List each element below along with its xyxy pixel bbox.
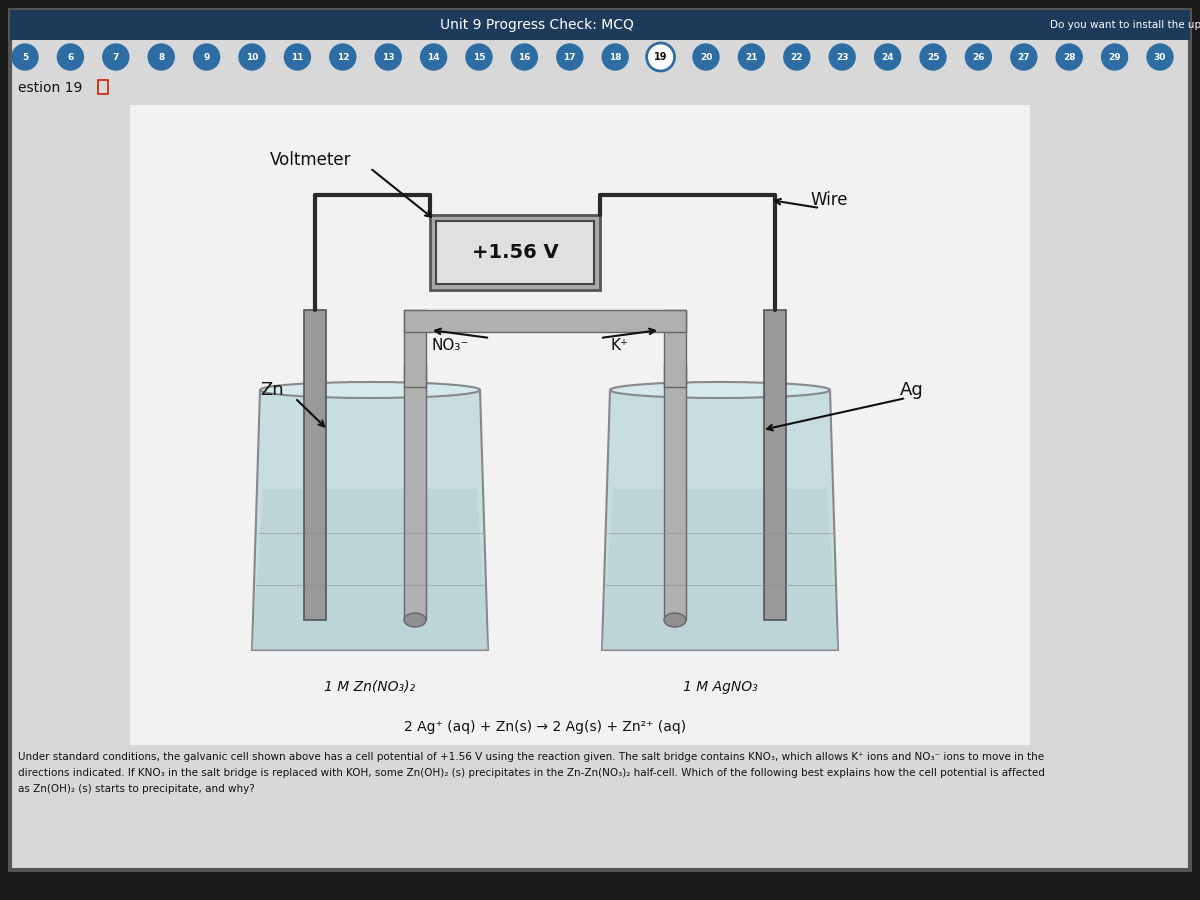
- Ellipse shape: [404, 613, 426, 627]
- Text: NO₃⁻: NO₃⁻: [431, 338, 469, 353]
- Ellipse shape: [260, 382, 480, 398]
- Polygon shape: [252, 390, 488, 650]
- Bar: [664, 365, 686, 620]
- Text: 12: 12: [336, 52, 349, 61]
- Text: 30: 30: [1154, 52, 1166, 61]
- Circle shape: [647, 43, 674, 71]
- Circle shape: [965, 44, 991, 70]
- Ellipse shape: [664, 613, 686, 627]
- Circle shape: [330, 44, 356, 70]
- Circle shape: [1056, 44, 1082, 70]
- Circle shape: [284, 44, 311, 70]
- Circle shape: [239, 44, 265, 70]
- Text: Voltmeter: Voltmeter: [270, 151, 352, 169]
- Circle shape: [1147, 44, 1174, 70]
- Text: 2 Ag⁺ (aq) + Zn(s) → 2 Ag(s) + Zn²⁺ (aq): 2 Ag⁺ (aq) + Zn(s) → 2 Ag(s) + Zn²⁺ (aq): [404, 720, 686, 734]
- Circle shape: [920, 44, 946, 70]
- Bar: [404, 310, 686, 332]
- Text: +1.56 V: +1.56 V: [472, 243, 558, 262]
- Text: Unit 9 Progress Check: MCQ: Unit 9 Progress Check: MCQ: [440, 18, 634, 32]
- Circle shape: [1010, 44, 1037, 70]
- Bar: [664, 310, 686, 387]
- Text: 20: 20: [700, 52, 712, 61]
- Text: 18: 18: [608, 52, 622, 61]
- Bar: [304, 310, 326, 620]
- Text: Wire: Wire: [810, 191, 847, 209]
- Bar: [436, 221, 594, 284]
- Text: 27: 27: [1018, 52, 1030, 61]
- Circle shape: [557, 44, 583, 70]
- Text: 1 M AgNO₃: 1 M AgNO₃: [683, 680, 757, 694]
- Text: 7: 7: [113, 52, 119, 61]
- Circle shape: [784, 44, 810, 70]
- Bar: [130, 105, 1030, 745]
- Text: estion 19: estion 19: [18, 81, 83, 95]
- Text: 26: 26: [972, 52, 985, 61]
- Bar: [430, 215, 600, 290]
- Text: 10: 10: [246, 52, 258, 61]
- Text: Ag: Ag: [900, 381, 924, 399]
- Text: 28: 28: [1063, 52, 1075, 61]
- Bar: [764, 310, 786, 620]
- Circle shape: [376, 44, 401, 70]
- Circle shape: [12, 44, 38, 70]
- Text: 24: 24: [881, 52, 894, 61]
- Circle shape: [149, 44, 174, 70]
- Text: 15: 15: [473, 52, 485, 61]
- Circle shape: [694, 44, 719, 70]
- Text: as Zn(OH)₂ (s) starts to precipitate, and why?: as Zn(OH)₂ (s) starts to precipitate, an…: [18, 784, 254, 794]
- Bar: [404, 310, 426, 387]
- Text: 6: 6: [67, 52, 73, 61]
- Circle shape: [193, 44, 220, 70]
- Text: 1 M Zn(NO₃)₂: 1 M Zn(NO₃)₂: [324, 680, 415, 694]
- Text: Do you want to install the updates: Do you want to install the updates: [1050, 20, 1200, 30]
- Text: 13: 13: [382, 52, 395, 61]
- Ellipse shape: [610, 382, 830, 398]
- Text: Under standard conditions, the galvanic cell shown above has a cell potential of: Under standard conditions, the galvanic …: [18, 752, 1044, 762]
- Circle shape: [738, 44, 764, 70]
- Polygon shape: [602, 390, 838, 650]
- Text: directions indicated. If KNO₃ in the salt bridge is replaced with KOH, some Zn(O: directions indicated. If KNO₃ in the sal…: [18, 768, 1045, 778]
- Circle shape: [420, 44, 446, 70]
- Text: 8: 8: [158, 52, 164, 61]
- Text: 5: 5: [22, 52, 28, 61]
- Circle shape: [103, 44, 128, 70]
- Circle shape: [875, 44, 900, 70]
- Circle shape: [58, 44, 84, 70]
- Text: 29: 29: [1109, 52, 1121, 61]
- Text: K⁺: K⁺: [611, 338, 629, 353]
- Polygon shape: [252, 489, 488, 650]
- Text: 9: 9: [204, 52, 210, 61]
- Circle shape: [829, 44, 856, 70]
- Circle shape: [602, 44, 629, 70]
- Bar: [98, 80, 108, 94]
- Bar: [10, 10, 1190, 40]
- Text: 23: 23: [836, 52, 848, 61]
- Text: 19: 19: [654, 52, 667, 62]
- Circle shape: [511, 44, 538, 70]
- Text: 25: 25: [926, 52, 940, 61]
- Circle shape: [1102, 44, 1128, 70]
- Text: Zn: Zn: [260, 381, 283, 399]
- Text: 17: 17: [564, 52, 576, 61]
- Text: 21: 21: [745, 52, 757, 61]
- Text: 22: 22: [791, 52, 803, 61]
- Text: 16: 16: [518, 52, 530, 61]
- Circle shape: [466, 44, 492, 70]
- Text: 11: 11: [292, 52, 304, 61]
- Polygon shape: [602, 489, 838, 650]
- Bar: [404, 365, 426, 620]
- Text: 14: 14: [427, 52, 440, 61]
